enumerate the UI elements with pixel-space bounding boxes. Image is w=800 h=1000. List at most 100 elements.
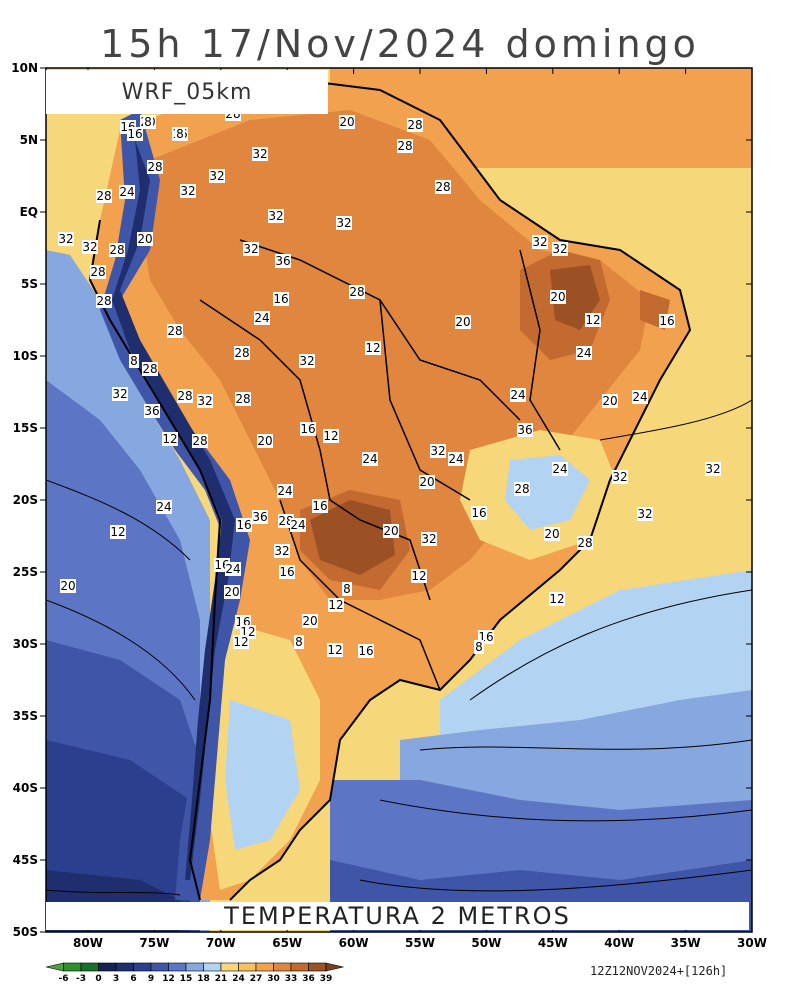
contour-label: 32 (612, 470, 628, 484)
contour-label: 28 (96, 189, 112, 203)
svg-text:28: 28 (407, 118, 422, 132)
contour-label: 20 (602, 394, 618, 408)
svg-text:20: 20 (455, 315, 470, 329)
colorbar-cell (308, 962, 327, 972)
contour-label: 16 (300, 422, 316, 436)
contour-label: 20 (419, 475, 435, 489)
colorbar-label: 33 (285, 974, 298, 984)
contour-label: 20 (224, 585, 240, 599)
svg-text:20: 20 (137, 232, 152, 246)
svg-text:32: 32 (82, 240, 97, 254)
contour-label: 32 (274, 544, 290, 558)
contour-label: 8 (129, 354, 139, 368)
svg-text:28: 28 (147, 160, 162, 174)
colorbar-cell (80, 962, 99, 972)
lat-label: 40S (13, 781, 38, 795)
svg-text:32: 32 (197, 394, 212, 408)
contour-label: 36 (275, 254, 291, 268)
colorbar-label: 18 (197, 974, 210, 984)
svg-text:36: 36 (144, 404, 159, 418)
contour-label: 20 (137, 232, 153, 246)
svg-text:8: 8 (475, 640, 483, 654)
svg-text:32: 32 (252, 147, 267, 161)
svg-text:16: 16 (279, 565, 294, 579)
contour-label: 36 (144, 404, 160, 418)
contour-label: 28 (577, 536, 593, 550)
svg-text:32: 32 (299, 354, 314, 368)
contour-label: 32 (552, 242, 568, 256)
contour-label: 16 (471, 506, 487, 520)
colorbar-label: 3 (113, 974, 119, 984)
colorbar-label: 27 (250, 974, 263, 984)
contour-label: 20 (455, 315, 471, 329)
lat-label: 25S (13, 565, 38, 579)
contour-label: 24 (119, 185, 135, 199)
contour-label: 28 (397, 139, 413, 153)
svg-text:28: 28 (435, 180, 450, 194)
svg-text:36: 36 (252, 510, 267, 524)
contour-label: 36 (517, 423, 533, 437)
contour-label: 16 (127, 127, 143, 141)
svg-text:24: 24 (510, 388, 525, 402)
svg-text:16: 16 (312, 499, 327, 513)
svg-text:28: 28 (234, 346, 249, 360)
contour-label: 12 (585, 313, 601, 327)
lon-label: 70W (206, 936, 236, 950)
contour-labels: 20 28 16 28 20 28 28 32 28 32 28 24 32 28 32 32 32 32 36 32… (58, 107, 721, 658)
lon-label: 45W (538, 936, 568, 950)
contour-label: 24 (632, 390, 648, 404)
contour-label: 32 (58, 232, 74, 246)
contour-label: 12 (549, 592, 565, 606)
contour-label: 24 (448, 452, 464, 466)
contour-label: 32 (112, 387, 128, 401)
contour-label: 28 (349, 285, 365, 299)
contour-label: 32 (180, 184, 196, 198)
contour-label: 20 (339, 115, 355, 129)
svg-text:8: 8 (343, 582, 351, 596)
svg-text:20: 20 (602, 394, 617, 408)
contour-label: 32 (421, 532, 437, 546)
colorbar-label: 15 (180, 974, 193, 984)
contour-label: 32 (532, 235, 548, 249)
longitude-axis: 80W 75W 70W 65W 60W 55W 50W 45W 40W 35W 30W (73, 68, 767, 950)
svg-text:16: 16 (358, 644, 373, 658)
contour-label: 32 (209, 169, 225, 183)
contour-label: 20 (383, 524, 399, 538)
svg-text:24: 24 (156, 500, 171, 514)
colorbar-label: -3 (76, 974, 86, 984)
colorbar-label: 24 (232, 974, 245, 984)
lat-label: 20S (13, 493, 38, 507)
svg-text:24: 24 (277, 484, 292, 498)
contour-label: 16 (279, 565, 295, 579)
svg-text:24: 24 (552, 462, 567, 476)
contour-label: 8 (474, 640, 484, 654)
contour-label: 32 (243, 242, 259, 256)
contour-label: 8 (143, 115, 153, 129)
contour-label: 24 (510, 388, 526, 402)
contour-label: 24 (552, 462, 568, 476)
svg-text:24: 24 (254, 311, 269, 325)
contour-label: 12 (328, 598, 344, 612)
colorbar-label: -6 (59, 974, 69, 984)
svg-text:32: 32 (209, 169, 224, 183)
svg-text:12: 12 (365, 341, 380, 355)
lat-label: 5N (20, 133, 38, 147)
contour-label: 8 (342, 582, 352, 596)
contour-label: 28 (234, 346, 250, 360)
contour-label: 24 (254, 311, 270, 325)
svg-text:8: 8 (144, 115, 152, 129)
svg-text:8: 8 (130, 354, 138, 368)
svg-text:32: 32 (552, 242, 567, 256)
svg-text:28: 28 (90, 265, 105, 279)
svg-text:28: 28 (278, 514, 293, 528)
svg-text:20: 20 (544, 527, 559, 541)
contour-label: 24 (225, 562, 241, 576)
contour-label: 8 (175, 127, 185, 141)
svg-text:20: 20 (419, 475, 434, 489)
svg-text:32: 32 (243, 242, 258, 256)
svg-text:24: 24 (225, 562, 240, 576)
contour-label: 36 (252, 510, 268, 524)
lon-label: 65W (272, 936, 302, 950)
contour-label: 28 (142, 362, 158, 376)
